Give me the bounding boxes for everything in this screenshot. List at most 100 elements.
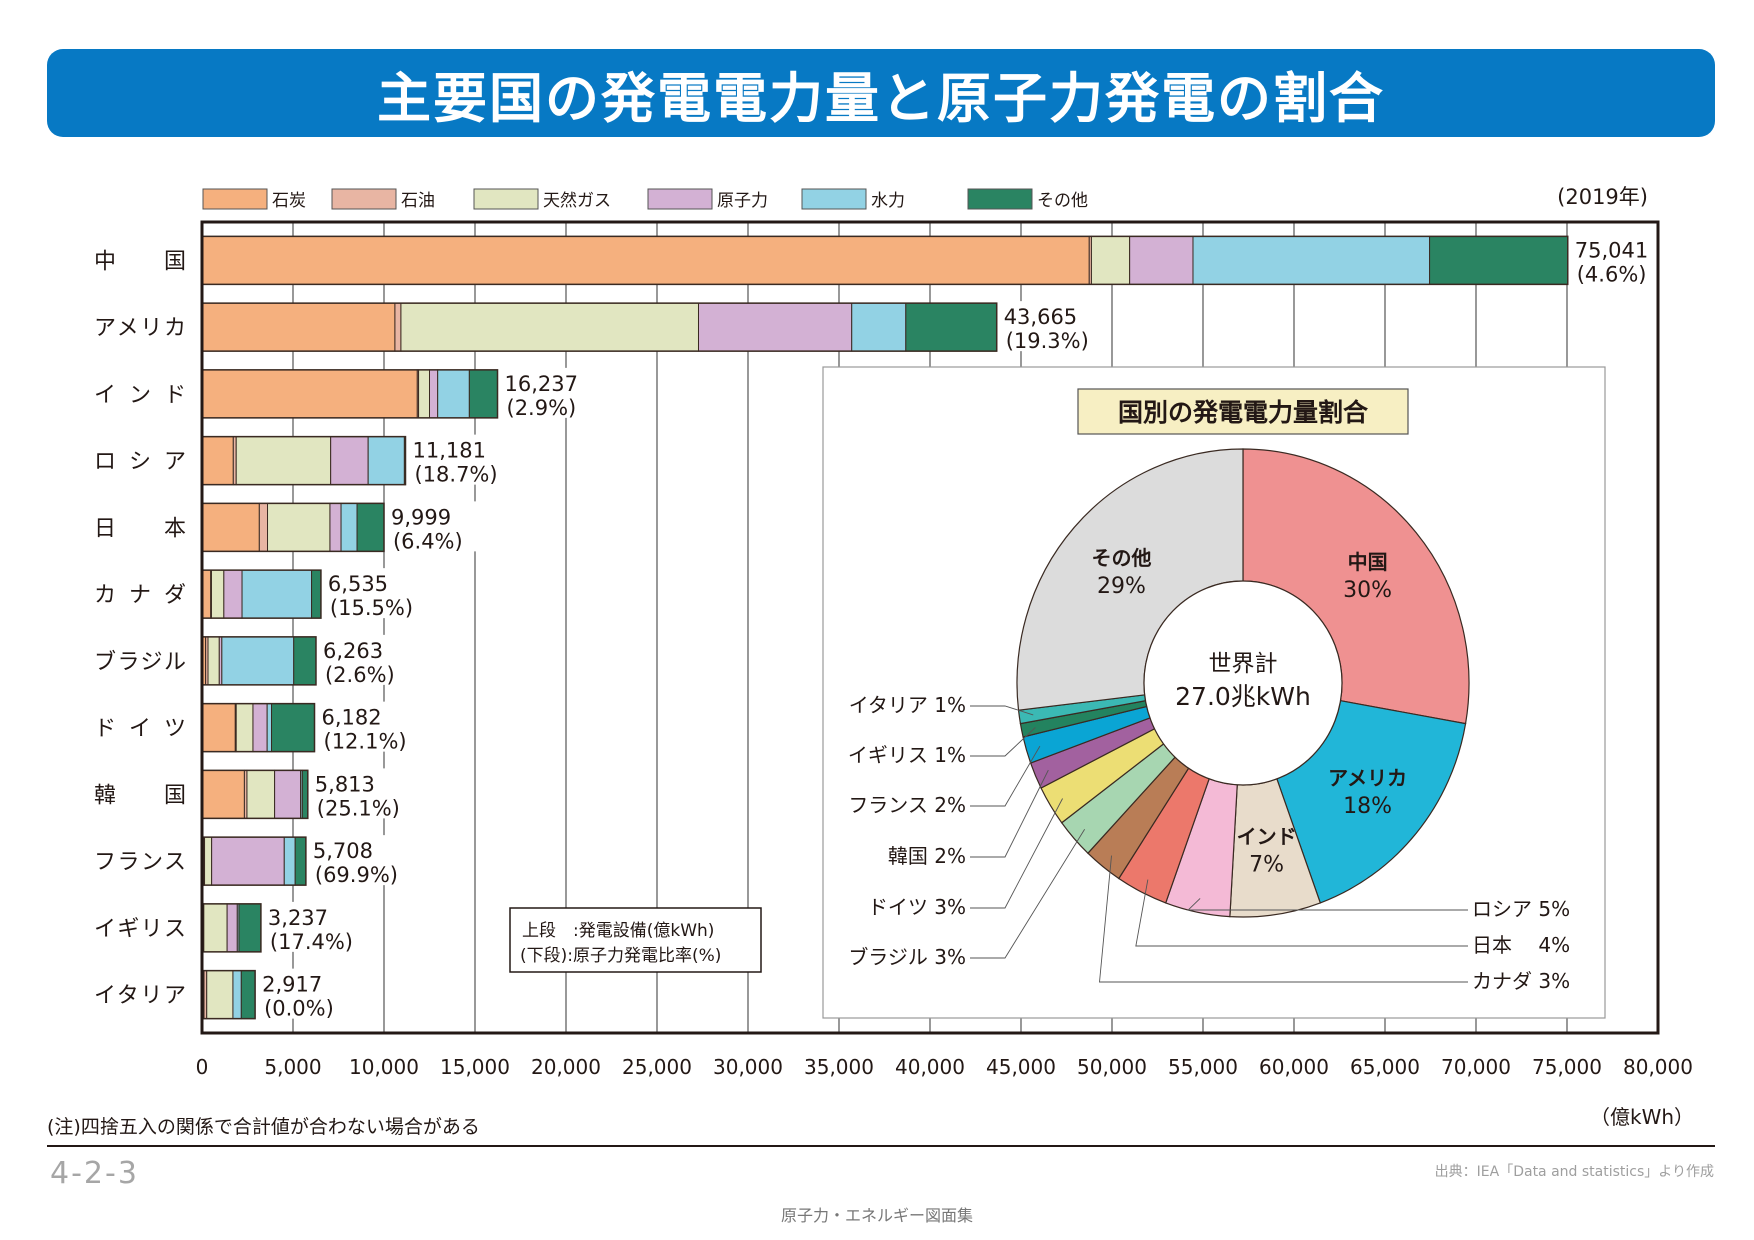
nuclear-share-label: (2.9%) bbox=[507, 396, 577, 420]
bar-segment bbox=[851, 302, 907, 352]
nuclear-share-label: (12.1%) bbox=[324, 730, 407, 754]
bar-segment bbox=[293, 636, 317, 686]
bar-segment bbox=[235, 703, 254, 753]
value-label-bg bbox=[260, 968, 349, 1019]
total-value-label: 3,237 bbox=[268, 906, 328, 930]
slice-callout-label: カナダ 3% bbox=[1472, 969, 1570, 993]
bar-segment bbox=[1192, 235, 1431, 285]
leader-line bbox=[1135, 879, 1468, 947]
x-tick-label: 35,000 bbox=[804, 1055, 874, 1079]
bar-segment bbox=[437, 369, 470, 419]
bar-row bbox=[201, 769, 309, 820]
category-label: ブラジル bbox=[94, 650, 186, 675]
total-value-label: 16,237 bbox=[505, 372, 578, 396]
nuclear-share-label: (6.4%) bbox=[393, 529, 463, 553]
x-tick-label: 15,000 bbox=[440, 1055, 510, 1079]
bar-segment bbox=[201, 369, 418, 419]
bar-segment bbox=[210, 569, 225, 619]
slice-percent-label: 18% bbox=[1343, 794, 1392, 819]
legend-swatch bbox=[967, 188, 1033, 210]
x-tick-label: 25,000 bbox=[622, 1055, 692, 1079]
bar-segment bbox=[201, 235, 1090, 285]
legend-swatch bbox=[473, 188, 539, 210]
total-value-label: 6,182 bbox=[322, 706, 382, 730]
legend-swatch bbox=[331, 188, 397, 210]
nuclear-share-label: (19.3%) bbox=[1006, 329, 1089, 353]
category-label: 日 本 bbox=[94, 516, 186, 541]
bar-segment bbox=[221, 636, 295, 686]
slice-percent-label: 30% bbox=[1343, 578, 1392, 603]
source-credit: 出典：IEA「Data and statistics」より作成 bbox=[1434, 1164, 1714, 1180]
bar-segment bbox=[246, 769, 276, 819]
total-value-label: 75,041 bbox=[1575, 238, 1648, 262]
bar-segment bbox=[1129, 235, 1194, 285]
legend-label: 石油 bbox=[401, 191, 435, 211]
bar-segment bbox=[294, 836, 307, 886]
bar-segment bbox=[201, 502, 260, 552]
category-label: イ ン ド bbox=[94, 383, 186, 408]
total-value-label: 6,535 bbox=[328, 572, 388, 596]
bar-segment bbox=[258, 502, 269, 552]
value-label-bg bbox=[310, 835, 399, 886]
x-tick-label: 5,000 bbox=[264, 1055, 321, 1079]
x-tick-label: 50,000 bbox=[1077, 1055, 1147, 1079]
category-label: イタリア bbox=[94, 984, 186, 1009]
title-banner: 主要国の発電電力量と原子力発電の割合 bbox=[47, 49, 1715, 137]
x-tick-label: 65,000 bbox=[1350, 1055, 1420, 1079]
bar-row bbox=[201, 903, 262, 953]
bar-segment bbox=[301, 769, 309, 819]
footer-divider bbox=[47, 1145, 1715, 1147]
bar-segment bbox=[201, 436, 234, 486]
leader-line bbox=[1099, 855, 1468, 983]
total-value-label: 9,999 bbox=[391, 505, 451, 529]
leader-line bbox=[970, 705, 1034, 716]
bar-segment bbox=[266, 703, 273, 753]
bar-row bbox=[201, 235, 1569, 286]
bar-segment bbox=[283, 836, 296, 886]
total-value-label: 11,181 bbox=[412, 439, 485, 463]
bar-segment bbox=[267, 502, 331, 552]
value-label-bg bbox=[325, 568, 414, 619]
category-label: アメリカ bbox=[94, 316, 186, 341]
x-tick-label: 55,000 bbox=[1168, 1055, 1238, 1079]
category-label: 韓 国 bbox=[94, 783, 186, 808]
bar-segment bbox=[241, 569, 313, 619]
bar-segment bbox=[240, 970, 256, 1020]
slice-callout-label: ドイツ 3% bbox=[868, 895, 966, 919]
bar-segment bbox=[238, 903, 262, 953]
total-value-label: 2,917 bbox=[262, 973, 322, 997]
page-title: 主要国の発電電力量と原子力発電の割合 bbox=[377, 66, 1385, 130]
bar-segment bbox=[367, 436, 405, 486]
leader-line bbox=[970, 769, 1049, 858]
category-label: フランス bbox=[94, 850, 186, 875]
category-label: イギリス bbox=[94, 917, 186, 942]
bar-segment bbox=[201, 703, 236, 753]
value-label-bg bbox=[1001, 301, 1090, 352]
slice-callout-label: 日本 4% bbox=[1472, 933, 1570, 957]
leader-line bbox=[970, 745, 1041, 807]
category-label: ロ シ ア bbox=[94, 450, 186, 475]
bar-segment bbox=[252, 703, 268, 753]
donut-center-label: 世界計 bbox=[1209, 651, 1278, 677]
x-tick-labels: 0 5,000 10,000 15,000 20,000 25,000 30,000 35,0… bbox=[196, 1055, 1693, 1079]
value-label-bg bbox=[265, 901, 354, 952]
slice-name-label: インド bbox=[1237, 825, 1297, 849]
plot-frame bbox=[200, 220, 1660, 1035]
nuclear-share-label: (69.9%) bbox=[315, 863, 398, 887]
x-tick-label: 80,000 bbox=[1623, 1055, 1693, 1079]
bar-segment bbox=[311, 569, 322, 619]
bar-segment bbox=[235, 436, 332, 486]
bar-segment bbox=[271, 703, 316, 753]
legend-label: 石炭 bbox=[272, 191, 306, 211]
total-value-label: 5,813 bbox=[315, 772, 375, 796]
donut-hole bbox=[1143, 580, 1343, 786]
slice-percent-label: 7% bbox=[1249, 853, 1284, 878]
reading-key-line1: 上段 :発電設備(億kWh) bbox=[522, 921, 714, 941]
value-label-bg bbox=[1572, 234, 1661, 285]
nuclear-share-label: (25.1%) bbox=[317, 796, 400, 820]
page-number: 4-2-3 bbox=[50, 1156, 139, 1191]
nuclear-share-label: (4.6%) bbox=[1577, 262, 1647, 286]
pie-panel: 国別の発電電力量割合 世界計 27.0兆kWh 中国 30% アメリカ 18% インド 7%… bbox=[822, 366, 1606, 1019]
bar-segment bbox=[330, 436, 369, 486]
